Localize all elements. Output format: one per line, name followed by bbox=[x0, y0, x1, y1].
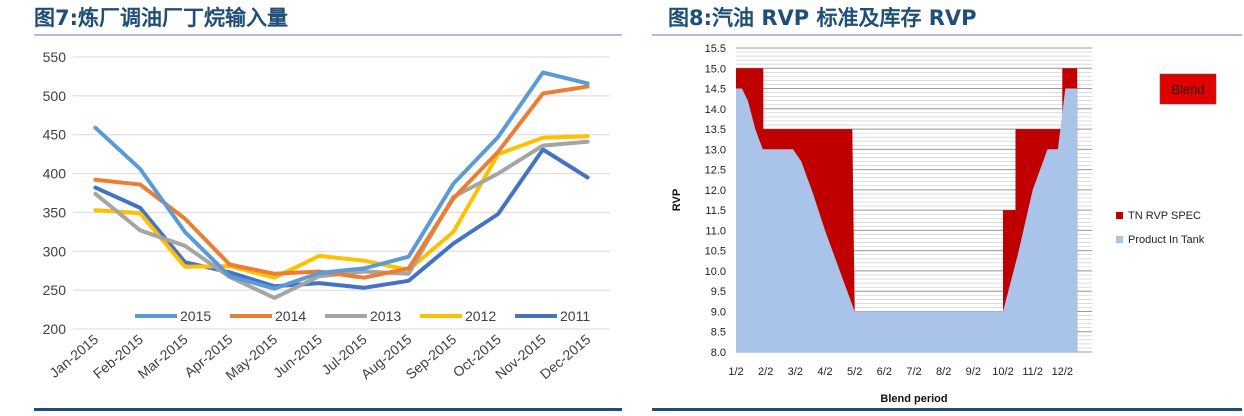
y-tick-label: 550 bbox=[43, 49, 67, 65]
y-tick-label: 400 bbox=[43, 166, 67, 182]
series-line-2014 bbox=[93, 84, 590, 280]
x-tick-label: 7/2 bbox=[906, 366, 921, 378]
blend-badge bbox=[1159, 73, 1217, 105]
y-tick-label: 9.0 bbox=[711, 306, 726, 318]
x-tick-label: 6/2 bbox=[877, 366, 892, 378]
legend-label-tank: Product In Tank bbox=[1128, 234, 1205, 246]
y-tick-label: 8.5 bbox=[711, 327, 726, 339]
y-tick-label: 15.0 bbox=[705, 63, 726, 75]
y-tick-label: 11.0 bbox=[705, 225, 726, 237]
y-tick-label: 8.0 bbox=[711, 347, 726, 359]
legend-swatch-spec bbox=[1116, 212, 1123, 219]
y-tick-label: 15.5 bbox=[705, 43, 726, 55]
y-tick-label: 13.0 bbox=[705, 144, 726, 156]
x-axis-title: Blend period bbox=[880, 393, 947, 405]
x-tick-label: 5/2 bbox=[847, 366, 862, 378]
legend-label-2013: 2013 bbox=[370, 308, 401, 324]
butane-input-line-chart: 200250300350400450500550Jan-2015Feb-2015… bbox=[43, 49, 610, 383]
figure-8-title: 图8:汽油 RVP 标准及库存 RVP bbox=[668, 6, 977, 30]
blend-badge-label: Blend bbox=[1171, 82, 1204, 97]
legend-label-spec: TN RVP SPEC bbox=[1128, 210, 1201, 222]
x-tick-label: Jun-2015 bbox=[270, 331, 325, 381]
series-line-2012 bbox=[93, 134, 590, 280]
x-tick-label: 11/2 bbox=[1022, 366, 1043, 378]
y-tick-label: 14.0 bbox=[705, 104, 726, 116]
bottom-rule bbox=[34, 408, 622, 411]
y-tick-label: 11.5 bbox=[705, 205, 726, 217]
y-tick-label: 10.5 bbox=[705, 246, 726, 258]
y-tick-label: 350 bbox=[43, 204, 67, 220]
tank-area bbox=[736, 88, 1078, 352]
legend-label-2014: 2014 bbox=[275, 308, 306, 324]
legend-label-2011: 2011 bbox=[560, 308, 590, 324]
figure-7-title: 图7:炼厂调油厂丁烷输入量 bbox=[34, 6, 289, 30]
figure-8-panel: 图8:汽油 RVP 标准及库存 RVP 8.0 8.5 9.0 9.5 10.0 10.5… bbox=[652, 0, 1244, 416]
x-tick-label: Mar-2015 bbox=[135, 331, 191, 382]
y-tick-label: 10.0 bbox=[705, 266, 726, 278]
y-tick-label: 12.0 bbox=[705, 185, 726, 197]
series-line-2015 bbox=[93, 70, 590, 291]
legend-label-2015: 2015 bbox=[180, 308, 211, 324]
y-tick-label: 300 bbox=[43, 243, 67, 259]
bottom-rule bbox=[652, 408, 1242, 411]
x-tick-label: Dec-2015 bbox=[537, 331, 594, 382]
y-tick-label: 250 bbox=[43, 282, 67, 298]
title-rule bbox=[652, 34, 1242, 36]
x-tick-label: 12/2 bbox=[1052, 366, 1073, 378]
y-tick-label: 500 bbox=[43, 88, 67, 104]
y-tick-label: 13.5 bbox=[705, 124, 726, 136]
legend-swatch-tank bbox=[1116, 236, 1123, 243]
x-tick-label: 9/2 bbox=[966, 366, 981, 378]
series-line-2011 bbox=[93, 147, 590, 290]
x-tick-label: Sep-2015 bbox=[403, 331, 460, 382]
title-rule bbox=[34, 34, 622, 36]
x-tick-label: 4/2 bbox=[817, 366, 832, 378]
x-tick-label: 3/2 bbox=[788, 366, 803, 378]
y-tick-label: 450 bbox=[43, 127, 67, 143]
y-tick-label: 200 bbox=[43, 321, 67, 337]
legend-label-2012: 2012 bbox=[465, 308, 496, 324]
y-tick-label: 14.5 bbox=[705, 84, 726, 96]
figure-7-panel: 图7:炼厂调油厂丁烷输入量 200 250 300 350 400 450 500 550 Ja… bbox=[34, 6, 622, 411]
y-tick-label: 9.5 bbox=[711, 286, 726, 298]
x-tick-label: 1/2 bbox=[728, 366, 743, 378]
y-axis-title: RVP bbox=[671, 189, 683, 211]
rvp-spec-area-chart: 8.0 8.5 9.0 9.5 10.0 10.5 11.0 11.5 12.0 12.5 13.0… bbox=[671, 43, 1217, 405]
y-tick-label: 12.5 bbox=[705, 165, 726, 177]
x-tick-label: 2/2 bbox=[758, 366, 773, 378]
x-tick-label: 10/2 bbox=[992, 366, 1013, 378]
x-tick-label: 8/2 bbox=[936, 366, 951, 378]
